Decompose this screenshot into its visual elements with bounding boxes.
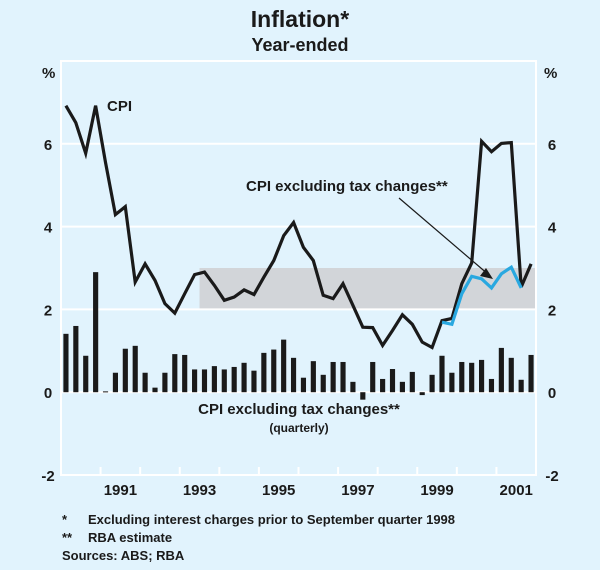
bar <box>201 369 208 393</box>
bar <box>439 355 445 393</box>
y-tick-label-left: 2 <box>44 302 52 319</box>
annotation-arrowhead <box>480 268 493 279</box>
x-tick-label: 2001 <box>500 482 533 499</box>
footnote-1: * Excluding interest charges prior to Se… <box>62 511 455 529</box>
annotation-arrow <box>398 197 490 276</box>
cpi-ex-tax-line <box>441 264 523 327</box>
footnotes: * Excluding interest charges prior to Se… <box>62 511 455 565</box>
bar <box>488 378 495 393</box>
bar <box>102 391 109 393</box>
bar <box>340 361 346 393</box>
footnote-mark: ** <box>62 530 73 545</box>
bar <box>152 387 158 393</box>
bar <box>192 369 198 393</box>
bar <box>251 370 257 393</box>
bar <box>93 272 99 393</box>
x-tick-label: 1997 <box>341 482 374 499</box>
footnote-text: Excluding interest charges prior to Sept… <box>88 512 456 527</box>
bar <box>399 381 405 393</box>
bar <box>330 361 336 393</box>
bar-series-sublabel: (quarterly) <box>269 421 328 435</box>
bar <box>182 354 188 393</box>
y-tick-label-right: 2 <box>548 302 556 319</box>
sources: Sources: ABS; RBA <box>62 548 185 563</box>
y-unit-right: % <box>544 65 557 82</box>
bar <box>479 359 485 393</box>
x-tick-label: 1993 <box>183 482 216 499</box>
footnote-2: ** RBA estimate <box>62 529 455 547</box>
bar <box>370 361 376 393</box>
bar <box>73 325 79 393</box>
bar <box>320 374 326 393</box>
bar <box>508 357 514 393</box>
y-tick-label-left: 0 <box>44 385 52 402</box>
bar <box>300 377 307 393</box>
footnote-mark: * <box>62 512 68 527</box>
y-tick-label-left: 6 <box>44 137 52 154</box>
bar-series-label: CPI excluding tax changes** <box>198 401 400 418</box>
y-tick-label-right: 4 <box>548 220 557 237</box>
x-tick-label: 1995 <box>262 482 295 499</box>
y-tick-label-left: -2 <box>41 468 54 485</box>
bar <box>310 361 316 393</box>
y-tick-label-right: 0 <box>548 385 556 402</box>
chart-subtitle: Year-ended <box>251 35 349 55</box>
bar <box>498 347 504 393</box>
bar <box>360 392 366 400</box>
bar <box>271 349 277 393</box>
bar <box>132 345 138 393</box>
bar <box>429 374 435 393</box>
bar <box>261 352 267 393</box>
bar <box>459 361 465 393</box>
bar <box>290 357 297 393</box>
bar <box>211 366 217 393</box>
bar <box>281 339 287 393</box>
y-unit-left: % <box>42 65 55 82</box>
bar <box>63 333 69 393</box>
bar <box>142 372 148 393</box>
y-tick-label-right: -2 <box>545 468 558 485</box>
bar <box>528 354 534 393</box>
ex-tax-series-label: CPI excluding tax changes** <box>246 178 448 195</box>
x-tick-label: 1991 <box>104 482 137 499</box>
bar <box>172 354 178 393</box>
chart-title: Inflation* <box>250 6 350 32</box>
bar <box>419 392 425 396</box>
bar <box>380 378 386 393</box>
x-tick-label: 1999 <box>420 482 453 499</box>
bar <box>162 372 168 393</box>
bar <box>122 348 128 393</box>
y-tick-label-left: 4 <box>44 220 53 237</box>
bar <box>449 372 455 393</box>
bar <box>350 381 356 393</box>
bar <box>112 372 118 393</box>
bar <box>221 369 227 393</box>
bar <box>83 355 89 393</box>
bar <box>518 379 524 393</box>
bar <box>231 366 237 393</box>
footnote-text: RBA estimate <box>88 530 173 545</box>
bar <box>409 371 415 393</box>
cpi-series-label: CPI <box>107 98 132 115</box>
cpi-line <box>64 104 533 350</box>
y-tick-label-right: 6 <box>548 137 556 154</box>
bar <box>389 369 396 393</box>
bar <box>241 362 247 393</box>
bar <box>469 362 475 393</box>
